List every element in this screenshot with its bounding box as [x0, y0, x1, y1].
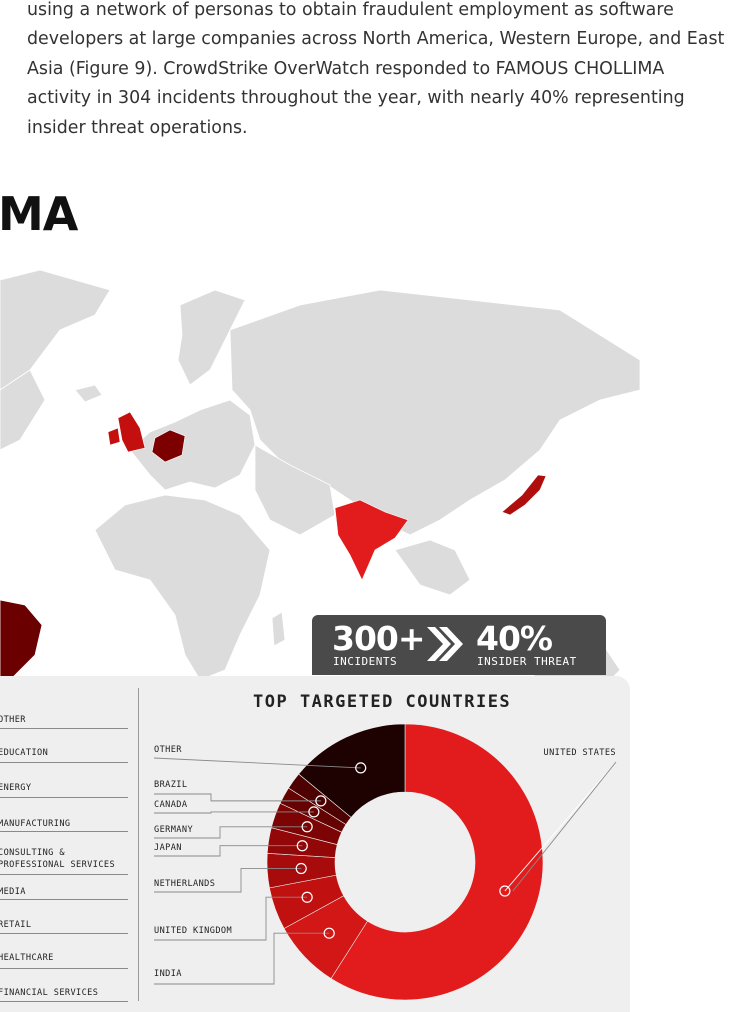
country-label-japan: JAPAN: [154, 843, 182, 853]
leader-line-united-states: [504, 761, 617, 892]
country-label-germany: GERMANY: [154, 825, 194, 835]
leader-marker-germany: [301, 821, 313, 833]
body-paragraph: using a network of personas to obtain fr…: [27, 0, 725, 138]
country-label-netherlands: NETHERLANDS: [154, 879, 216, 889]
industry-item-financial-services: FINANCIAL SERVICES: [0, 988, 99, 998]
industry-item-healthcare: HEALTHCARE: [0, 953, 54, 963]
country-label-united-kingdom: UNITED KINGDOM: [154, 926, 233, 936]
incidents-label: INCIDENTS: [333, 655, 398, 668]
map-united-kingdom: [117, 411, 146, 453]
industry-item-retail: RETAIL: [0, 920, 32, 930]
map-madagascar: [271, 611, 286, 647]
map-ireland: [107, 427, 121, 446]
country-label-brazil: BRAZIL: [154, 780, 188, 790]
industry-divider: [0, 728, 128, 729]
leader-marker-canada: [308, 806, 320, 818]
country-label-india: INDIA: [154, 969, 182, 979]
insider-threat-label: INSIDER THREAT: [477, 655, 577, 668]
leader-marker-united-states: [499, 885, 511, 897]
leader-line-netherlands: [154, 868, 302, 893]
leader-marker-japan: [296, 840, 308, 852]
leader-line-germany: [154, 826, 308, 839]
country-label-other: OTHER: [154, 745, 182, 755]
leader-line-other: [153, 757, 361, 769]
leader-marker-united-kingdom: [301, 891, 313, 903]
country-label-united-states: UNITED STATES: [543, 748, 616, 758]
leader-line-canada: [154, 811, 314, 814]
leader-line-japan: [154, 845, 303, 857]
map-russia-asia: [229, 289, 641, 536]
leader-line-india: [154, 932, 330, 985]
leader-marker-netherlands: [295, 862, 307, 875]
industry-divider: [0, 831, 128, 832]
industry-divider: [0, 899, 128, 900]
leader-line-extension: [512, 761, 617, 892]
double-chevron-right-icon: [427, 627, 463, 661]
industry-item-media: MEDIA: [0, 887, 26, 897]
map-south-america: [0, 599, 43, 690]
industry-item-consulting: CONSULTING & PROFESSIONAL SERVICES: [0, 848, 116, 870]
industry-divider: [0, 874, 128, 875]
incidents-value: 300+: [332, 619, 426, 658]
industry-item-other: OTHER: [0, 715, 26, 725]
industry-item-manufacturing: MANUFACTURING: [0, 819, 71, 829]
map-middle-east: [254, 444, 336, 536]
industry-divider: [0, 1001, 128, 1002]
industry-item-education: EDUCATION: [0, 748, 49, 758]
chart-title: TOP TARGETED COUNTRIES: [253, 692, 512, 712]
industry-divider: [0, 933, 128, 934]
map-japan: [501, 474, 547, 516]
map-africa: [94, 494, 271, 681]
panel-divider: [138, 688, 139, 1001]
country-label-canada: CANADA: [154, 800, 188, 810]
industry-divider: [0, 968, 128, 969]
insider-threat-value: 40%: [476, 619, 553, 658]
stats-banner: 300+ INCIDENTS 40% INSIDER THREAT: [312, 615, 606, 675]
world-map: [0, 269, 641, 690]
map-germany: [151, 429, 186, 463]
section-heading: MA: [0, 187, 78, 241]
leader-marker-india: [323, 927, 335, 939]
donut-slice-other: [298, 723, 406, 818]
map-southeast-asia: [394, 539, 471, 596]
map-iceland: [74, 384, 103, 403]
industry-divider: [0, 762, 128, 763]
leader-line-brazil: [154, 793, 321, 802]
map-north-america: [0, 369, 46, 451]
map-scandinavia: [177, 289, 246, 386]
industry-item-energy: ENERGY: [0, 783, 32, 793]
leader-marker-other: [355, 762, 367, 774]
leader-marker-brazil: [315, 795, 327, 807]
map-india: [334, 499, 409, 581]
industry-divider: [0, 797, 128, 798]
donut-slice-united-states: [330, 723, 544, 1001]
leader-line-united-kingdom: [154, 896, 308, 941]
